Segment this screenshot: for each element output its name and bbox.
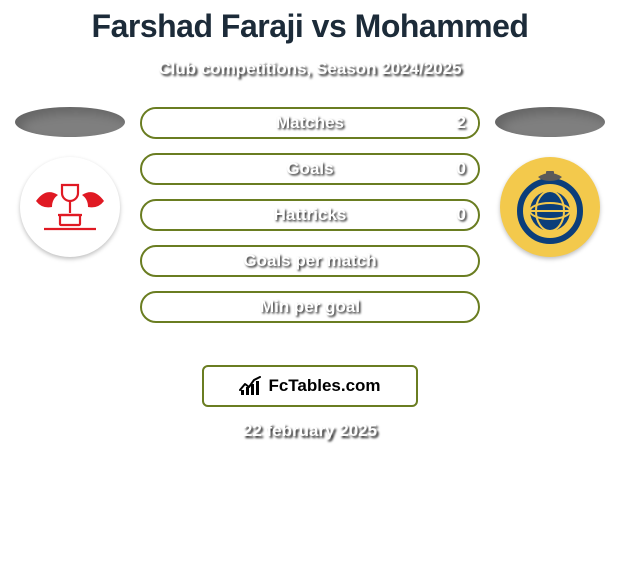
stat-bar-matches: Matches 2	[140, 107, 480, 139]
stat-bar-min-per-goal: Min per goal	[140, 291, 480, 323]
comparison-card: Farshad Faraji vs Mohammed Club competit…	[0, 0, 620, 580]
stat-label: Min per goal	[142, 297, 478, 317]
page-title: Farshad Faraji vs Mohammed	[0, 0, 620, 45]
right-player-column	[490, 107, 610, 227]
stat-bar-goals-per-match: Goals per match	[140, 245, 480, 277]
stat-label: Matches	[142, 113, 478, 133]
stat-label: Hattricks	[142, 205, 478, 225]
left-club-crest-icon	[30, 167, 110, 247]
comparison-body: Matches 2 Goals 0 Hattricks 0 Goals per …	[0, 107, 620, 357]
snapshot-date: 22 february 2025	[0, 421, 620, 441]
stat-value: 2	[457, 113, 466, 133]
stat-bar-hattricks: Hattricks 0	[140, 199, 480, 231]
stat-value: 0	[457, 205, 466, 225]
stat-label: Goals	[142, 159, 478, 179]
stat-value: 0	[457, 159, 466, 179]
left-club-badge	[20, 157, 120, 257]
right-club-badge	[500, 157, 600, 257]
left-player-column	[10, 107, 130, 227]
brand-box[interactable]: FcTables.com	[202, 365, 418, 407]
brand-label: FcTables.com	[268, 376, 380, 396]
flag-placeholder-left	[15, 107, 125, 137]
stat-label: Goals per match	[142, 251, 478, 271]
stat-bar-goals: Goals 0	[140, 153, 480, 185]
stat-bars: Matches 2 Goals 0 Hattricks 0 Goals per …	[140, 107, 480, 323]
right-club-crest-icon	[510, 167, 590, 247]
flag-placeholder-right	[495, 107, 605, 137]
chart-icon	[239, 376, 261, 396]
season-subtitle: Club competitions, Season 2024/2025	[0, 59, 620, 79]
